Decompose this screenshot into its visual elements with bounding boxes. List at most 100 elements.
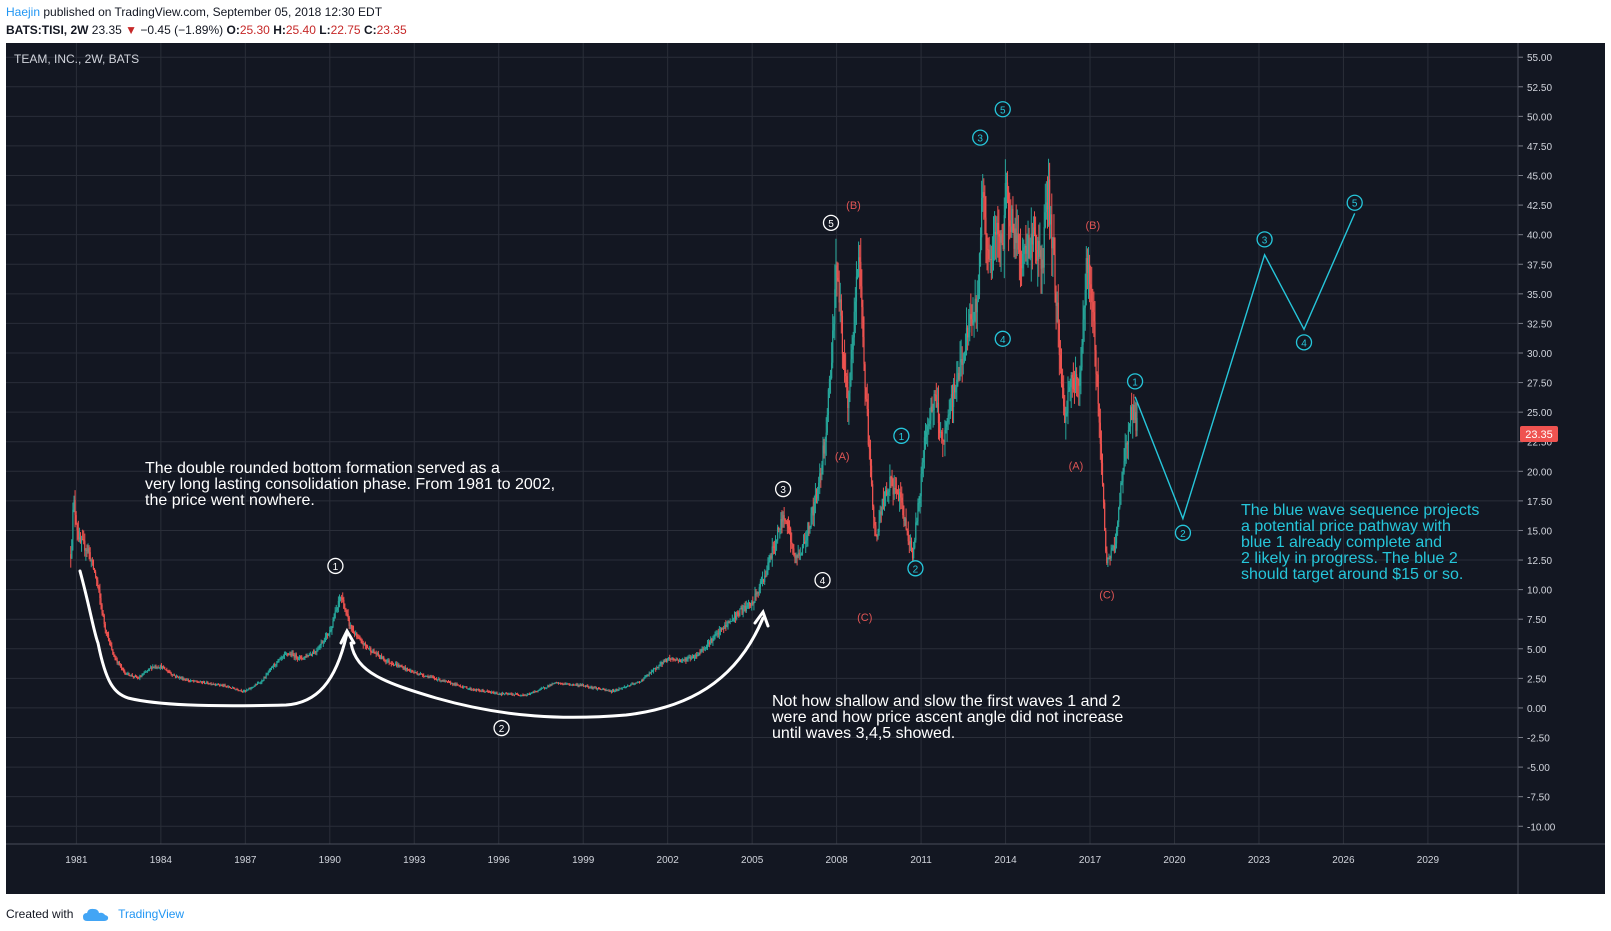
candle-body <box>595 687 597 690</box>
publish-text: published on TradingView.com, September … <box>40 5 383 19</box>
candle-body <box>448 681 451 683</box>
candle-body <box>978 253 981 295</box>
candle-body <box>1102 483 1105 503</box>
candle-body <box>429 676 431 678</box>
candle-body <box>1026 248 1028 254</box>
candle-body <box>235 689 237 691</box>
candle-body <box>417 674 419 676</box>
candle-body <box>102 613 104 616</box>
candle-body <box>1064 406 1066 423</box>
candle-body <box>564 683 566 685</box>
candle-body <box>1112 545 1114 548</box>
candle-body <box>611 690 614 692</box>
candle-body <box>466 687 468 689</box>
candle-body <box>740 607 742 610</box>
candle-body <box>1015 228 1017 243</box>
candle-body <box>549 684 551 687</box>
candle-body <box>423 675 425 677</box>
candle-body <box>506 693 508 695</box>
cyan-wave-label: 3 <box>977 134 983 145</box>
candle-body <box>852 337 854 350</box>
candle-body <box>951 394 954 408</box>
candle-body <box>818 482 820 490</box>
candle-body <box>520 695 522 697</box>
price-chart[interactable]: 55.0052.5050.0047.5045.0042.5040.0037.50… <box>6 43 1605 894</box>
candle-body <box>876 536 878 538</box>
candle-body <box>509 693 511 695</box>
candle-body <box>451 683 453 685</box>
chart-title: TEAM, INC., 2W, BATS <box>14 52 139 66</box>
candle-body <box>485 691 487 693</box>
y-tick-label: -2.50 <box>1527 734 1550 745</box>
candle-body <box>802 542 805 545</box>
candle-body <box>442 680 444 682</box>
candle-body <box>344 608 346 610</box>
candle-body <box>346 610 348 614</box>
candle-body <box>790 528 792 543</box>
y-tick-label: 2.50 <box>1527 674 1547 685</box>
candle-body <box>345 609 347 611</box>
x-tick-label: 1981 <box>65 855 88 866</box>
candle-body <box>432 677 434 679</box>
candle-body <box>437 679 439 681</box>
candle-body <box>555 682 558 684</box>
candle-body <box>353 632 356 636</box>
candle-body <box>96 576 98 581</box>
candle-body <box>637 681 640 683</box>
candle-body <box>690 657 692 659</box>
candle-body <box>415 672 417 674</box>
candle-body <box>981 197 983 238</box>
candle-body <box>77 530 79 540</box>
candle-body <box>697 654 699 657</box>
candle-body <box>152 666 154 669</box>
candle-body <box>142 673 144 676</box>
candle-body <box>469 688 471 690</box>
candle-body <box>445 680 447 682</box>
candle-body <box>743 605 745 608</box>
tradingview-link[interactable]: TradingView <box>118 907 185 921</box>
projection-wave-line <box>1134 213 1356 521</box>
author-link[interactable]: Haejin <box>6 5 41 19</box>
candle-body <box>523 695 525 697</box>
candle-body <box>882 498 885 501</box>
candle-body <box>1099 422 1101 444</box>
candle-body <box>1110 550 1112 559</box>
candle-body <box>279 658 281 660</box>
candle-body <box>822 445 824 465</box>
projection-wave-circle <box>1126 373 1144 390</box>
candle-body <box>341 597 343 599</box>
candle-body <box>603 688 605 690</box>
candle-body <box>738 613 740 616</box>
candle-body <box>930 406 932 421</box>
candle-body <box>1122 472 1124 482</box>
candle-body <box>259 682 261 684</box>
candle-body <box>666 658 669 661</box>
candle-body <box>293 654 295 658</box>
candle-body <box>424 676 426 678</box>
candle-body <box>357 637 359 639</box>
candle-body <box>875 525 877 537</box>
x-tick-label: 2026 <box>1332 855 1355 866</box>
candle-body <box>214 684 216 686</box>
candle-body <box>655 668 657 670</box>
candle-body <box>684 658 686 660</box>
candle-body <box>330 630 332 632</box>
candle-body <box>1087 264 1090 273</box>
candle-body <box>230 687 233 689</box>
candle-body <box>278 659 280 661</box>
candle-body <box>474 689 477 691</box>
candle-body <box>632 683 634 685</box>
candle-body <box>270 666 273 669</box>
candle-body <box>404 667 406 670</box>
candle-body <box>1001 233 1003 243</box>
candle-body <box>553 682 555 685</box>
candle-body <box>406 667 409 670</box>
candle-body <box>454 683 456 685</box>
candle-body <box>274 664 276 666</box>
note-blue-projection: The blue wave sequence projects a potent… <box>1241 502 1484 583</box>
candle-body <box>657 666 659 668</box>
candle-body <box>111 645 113 650</box>
candle-body <box>1068 390 1070 392</box>
candle-body <box>86 549 88 551</box>
chart-panel[interactable]: 55.00 52.50 50.00 47.50 45.00 42.50 40.00 37.50… <box>6 43 1605 894</box>
